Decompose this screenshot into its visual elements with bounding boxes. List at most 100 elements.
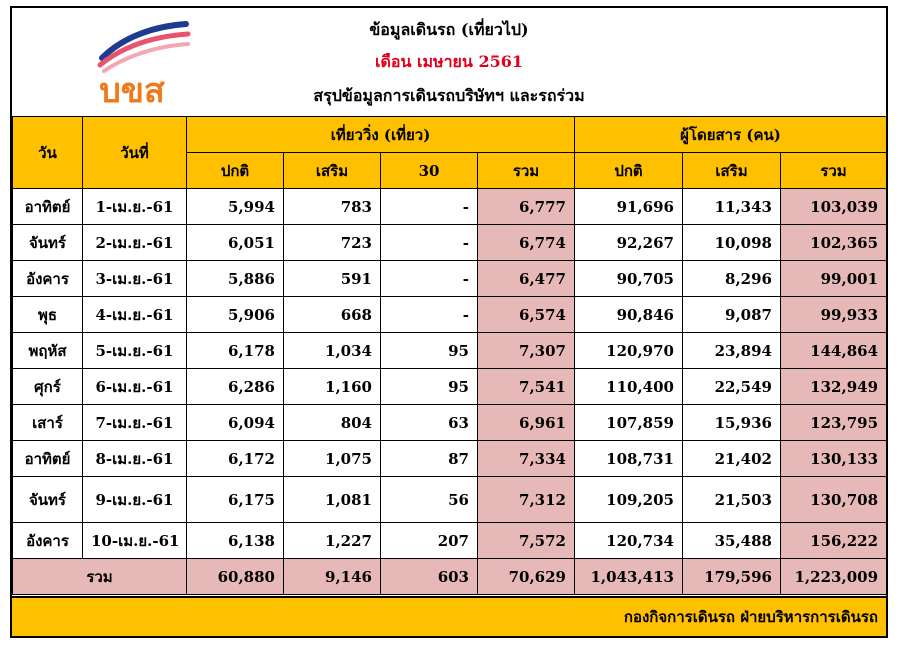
cell-p-tot: 102,365 [779, 224, 888, 261]
header-trips: เที่ยววิ่ง (เที่ยว) [186, 116, 575, 153]
cell-day: อังคาร [12, 260, 83, 297]
cell-p-ext: 10,098 [682, 224, 781, 261]
cell-t-reg: 6,178 [186, 332, 284, 369]
cell-day: อาทิตย์ [12, 440, 83, 477]
cell-t-tot: 7,572 [477, 522, 575, 559]
cell-t-reg: 6,094 [186, 404, 284, 441]
cell-t-reg: 6,138 [186, 522, 284, 559]
cell-date: 9-เม.ย.-61 [82, 476, 187, 523]
cell-p-tot: 130,133 [779, 440, 888, 477]
cell-t-tot: 7,307 [477, 332, 575, 369]
cell-p-ext: 9,087 [682, 296, 781, 333]
cell-t-reg: 5,906 [186, 296, 284, 333]
cell-date: 10-เม.ย.-61 [82, 522, 187, 559]
cell-p-ext: 21,402 [682, 440, 781, 477]
cell-t-tot: 6,477 [477, 260, 575, 297]
cell-p-reg: 90,846 [574, 296, 683, 333]
cell-day: อังคาร [12, 522, 83, 559]
cell-p-reg: 91,696 [574, 188, 683, 225]
cell-p-ext: 15,936 [682, 404, 781, 441]
cell-t-30: 207 [380, 522, 478, 559]
footer-department: กองกิจการเดินรถ ฝ่ายบริหารการเดินรถ [12, 596, 886, 636]
cell-t-tot: 6,774 [477, 224, 575, 261]
cell-t-tot: 6,777 [477, 188, 575, 225]
cell-date: 2-เม.ย.-61 [82, 224, 187, 261]
cell-day: เสาร์ [12, 404, 83, 441]
report-month: เดือน เมษายน 2561 [375, 52, 523, 71]
total-pass-extra: 179,596 [682, 558, 781, 595]
table-row: อังคาร 10-เม.ย.-61 6,138 1,227 207 7,572 120,7… [12, 522, 888, 559]
cell-day: อาทิตย์ [12, 188, 83, 225]
report-frame: บขส ข้อมูลเดินรถ (เที่ยวไป) เดือน เมษายน… [10, 6, 888, 638]
cell-t-30: - [380, 224, 478, 261]
cell-t-ext: 1,160 [283, 368, 381, 405]
total-pass-regular: 1,043,413 [574, 558, 683, 595]
cell-p-reg: 110,400 [574, 368, 683, 405]
cell-t-tot: 6,574 [477, 296, 575, 333]
table-row: จันทร์ 2-เม.ย.-61 6,051 723-6,774 92,267 10,0… [12, 224, 888, 261]
cell-p-ext: 35,488 [682, 522, 781, 559]
table-row: พฤหัส 5-เม.ย.-61 6,178 1,034 95 7,307 120,970 2… [12, 332, 888, 369]
cell-day: พฤหัส [12, 332, 83, 369]
table-row: เสาร์ 7-เม.ย.-61 6,094 804 63 6,961 107,859 15,… [12, 404, 888, 441]
cell-t-ext: 723 [283, 224, 381, 261]
cell-p-reg: 107,859 [574, 404, 683, 441]
cell-t-30: 95 [380, 368, 478, 405]
total-trips-total: 70,629 [477, 558, 575, 595]
cell-p-tot: 123,795 [779, 404, 888, 441]
cell-t-reg: 6,051 [186, 224, 284, 261]
cell-date: 8-เม.ย.-61 [82, 440, 187, 477]
header-pass-extra: เสริม [682, 152, 781, 189]
cell-day: ศุกร์ [12, 368, 83, 405]
cell-t-30: 87 [380, 440, 478, 477]
header-row-1: วัน วันที่ เที่ยววิ่ง (เที่ยว) ผู้โดยสาร… [12, 116, 888, 189]
header-pass-total: รวม [779, 152, 888, 189]
cell-date: 6-เม.ย.-61 [82, 368, 187, 405]
cell-day: จันทร์ [12, 224, 83, 261]
table-row: ศุกร์ 6-เม.ย.-61 6,286 1,160 95 7,541 110,400 2… [12, 368, 888, 405]
cell-t-30: 95 [380, 332, 478, 369]
cell-t-tot: 7,334 [477, 440, 575, 477]
cell-t-ext: 1,227 [283, 522, 381, 559]
cell-p-reg: 120,734 [574, 522, 683, 559]
cell-t-30: - [380, 296, 478, 333]
table-row: พุธ 4-เม.ย.-61 5,906 668-6,574 90,846 9,087 99… [12, 296, 888, 333]
cell-p-tot: 130,708 [779, 476, 888, 523]
report-header: บขส ข้อมูลเดินรถ (เที่ยวไป) เดือน เมษายน… [12, 8, 886, 118]
report-subtitle: สรุปข้อมูลการเดินรถบริษัทฯ และรถร่วม [313, 86, 585, 105]
cell-p-tot: 156,222 [779, 522, 888, 559]
bks-logo: บขส [97, 21, 191, 108]
cell-day: จันทร์ [12, 476, 83, 523]
header-passengers: ผู้โดยสาร (คน) [573, 116, 888, 153]
cell-t-reg: 5,886 [186, 260, 284, 297]
header-trips-30: 30 [380, 152, 478, 189]
cell-p-ext: 8,296 [682, 260, 781, 297]
cell-p-tot: 132,949 [779, 368, 888, 405]
trips-table: วัน วันที่ เที่ยววิ่ง (เที่ยว) ผู้โดยสาร… [12, 116, 888, 595]
cell-t-30: 56 [380, 476, 478, 523]
logo-text: บขส [99, 71, 165, 108]
cell-p-reg: 109,205 [574, 476, 683, 523]
cell-t-30: - [380, 188, 478, 225]
cell-t-ext: 1,081 [283, 476, 381, 523]
header-day: วัน [12, 116, 83, 189]
cell-t-tot: 7,312 [477, 476, 575, 523]
table-row: อาทิตย์ 1-เม.ย.-61 5,994 783-6,777 91,696 11,… [12, 188, 888, 225]
cell-t-tot: 7,541 [477, 368, 575, 405]
cell-t-reg: 5,994 [186, 188, 284, 225]
total-pass-total: 1,223,009 [779, 558, 888, 595]
header-trips-regular: ปกติ [186, 152, 284, 189]
cell-t-ext: 1,034 [283, 332, 381, 369]
cell-p-ext: 23,894 [682, 332, 781, 369]
cell-p-ext: 11,343 [682, 188, 781, 225]
cell-p-tot: 99,001 [779, 260, 888, 297]
header-row-2: ปกติ เสริม 30 รวม ปกติ เสริม รวม [13, 152, 888, 189]
cell-p-reg: 120,970 [574, 332, 683, 369]
header-trips-total: รวม [477, 152, 575, 189]
cell-t-30: 63 [380, 404, 478, 441]
cell-t-30: - [380, 260, 478, 297]
cell-p-reg: 92,267 [574, 224, 683, 261]
cell-p-ext: 22,549 [682, 368, 781, 405]
cell-p-tot: 103,039 [779, 188, 888, 225]
cell-p-tot: 144,864 [779, 332, 888, 369]
